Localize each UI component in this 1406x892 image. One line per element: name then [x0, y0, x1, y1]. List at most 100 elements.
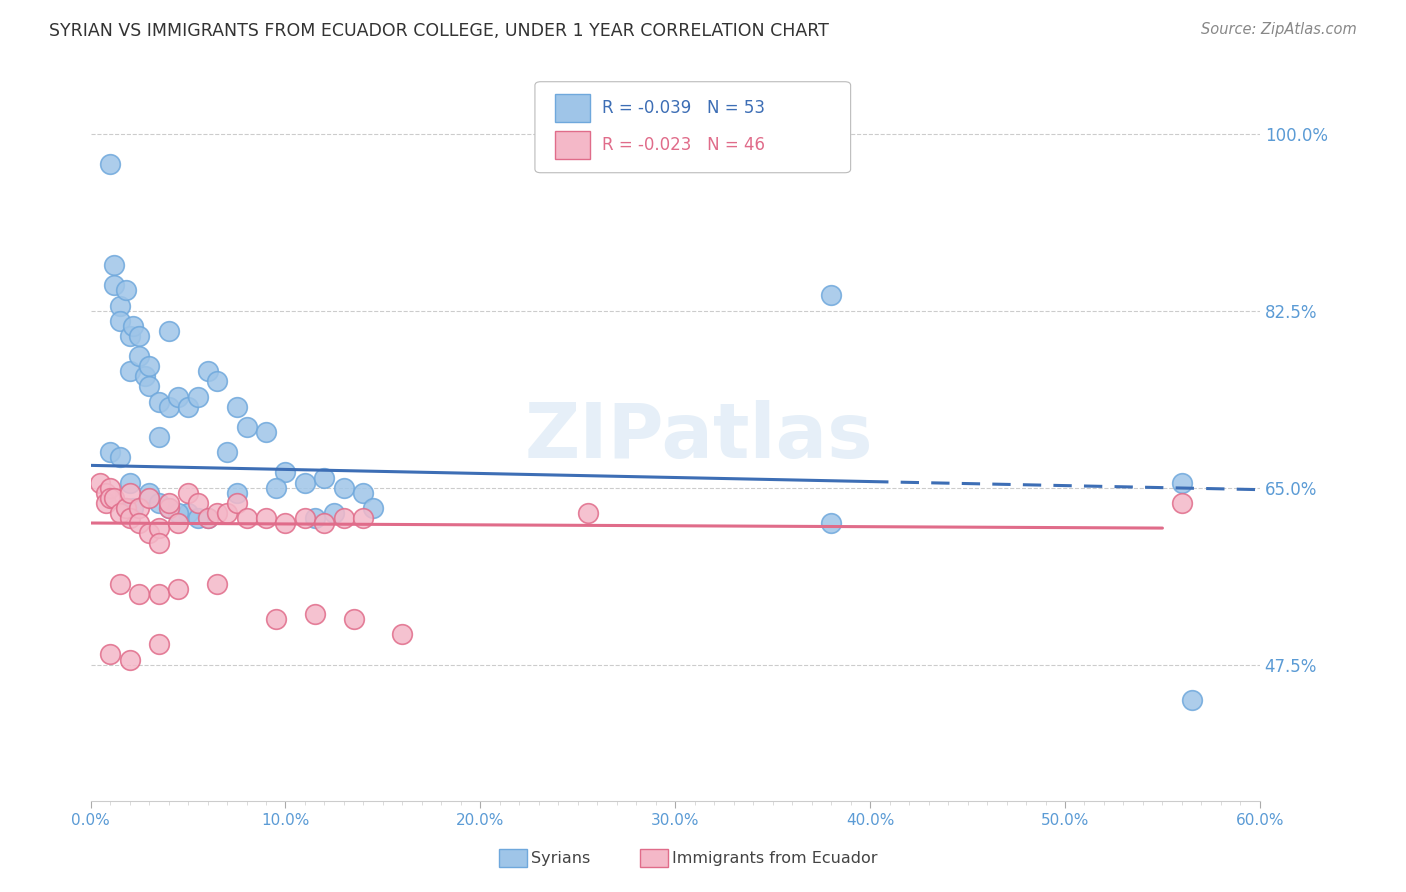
Point	[187, 511, 209, 525]
Point	[98, 481, 121, 495]
Point	[177, 400, 200, 414]
Point	[361, 500, 384, 515]
Point	[323, 506, 346, 520]
Point	[98, 648, 121, 662]
Point	[138, 485, 160, 500]
Point	[157, 500, 180, 515]
Point	[215, 506, 238, 520]
Point	[128, 516, 150, 530]
Point	[197, 511, 219, 525]
Point	[167, 506, 190, 520]
Point	[333, 511, 356, 525]
Point	[118, 485, 141, 500]
Point	[820, 516, 842, 530]
Point	[108, 450, 131, 465]
Point	[167, 516, 190, 530]
Point	[820, 288, 842, 302]
Point	[1171, 475, 1194, 490]
Text: ZIPatlas: ZIPatlas	[524, 400, 873, 474]
Point	[274, 516, 297, 530]
Point	[1171, 496, 1194, 510]
Point	[148, 637, 170, 651]
Point	[225, 496, 247, 510]
Point	[254, 511, 277, 525]
Point	[197, 511, 219, 525]
Point	[138, 526, 160, 541]
Point	[225, 485, 247, 500]
Text: Syrians: Syrians	[531, 851, 591, 865]
Point	[118, 329, 141, 343]
Point	[167, 582, 190, 596]
Point	[177, 485, 200, 500]
Point	[114, 500, 136, 515]
Point	[134, 369, 156, 384]
Point	[148, 587, 170, 601]
Point	[352, 485, 374, 500]
Point	[343, 612, 366, 626]
Point	[128, 500, 150, 515]
Point	[207, 576, 229, 591]
Point	[98, 491, 121, 505]
Text: R = -0.023   N = 46: R = -0.023 N = 46	[602, 136, 765, 154]
Point	[274, 466, 297, 480]
Point	[103, 491, 125, 505]
Point	[294, 511, 316, 525]
Point	[1181, 693, 1204, 707]
Point	[314, 516, 336, 530]
Point	[148, 521, 170, 535]
Point	[108, 314, 131, 328]
Point	[333, 481, 356, 495]
Point	[187, 496, 209, 510]
Point	[89, 475, 111, 490]
Point	[138, 359, 160, 374]
Point	[114, 500, 136, 515]
Point	[167, 390, 190, 404]
Point	[108, 299, 131, 313]
Point	[304, 511, 326, 525]
Point	[235, 511, 257, 525]
Point	[207, 375, 229, 389]
Text: SYRIAN VS IMMIGRANTS FROM ECUADOR COLLEGE, UNDER 1 YEAR CORRELATION CHART: SYRIAN VS IMMIGRANTS FROM ECUADOR COLLEG…	[49, 22, 830, 40]
Text: Source: ZipAtlas.com: Source: ZipAtlas.com	[1201, 22, 1357, 37]
Point	[352, 511, 374, 525]
Point	[148, 536, 170, 550]
Point	[157, 324, 180, 338]
Point	[264, 481, 287, 495]
Bar	[555, 131, 591, 159]
Point	[148, 430, 170, 444]
Point	[157, 496, 180, 510]
Point	[114, 284, 136, 298]
Text: R = -0.039   N = 53: R = -0.039 N = 53	[602, 99, 765, 117]
Point	[118, 364, 141, 378]
Point	[576, 506, 599, 520]
Point	[96, 496, 118, 510]
Point	[128, 329, 150, 343]
Point	[108, 506, 131, 520]
Point	[314, 470, 336, 484]
Point	[103, 258, 125, 272]
Point	[207, 506, 229, 520]
Point	[118, 652, 141, 666]
Point	[235, 420, 257, 434]
Bar	[555, 94, 591, 122]
Point	[128, 349, 150, 363]
Point	[98, 445, 121, 459]
Point	[177, 506, 200, 520]
Point	[391, 627, 413, 641]
Point	[118, 475, 141, 490]
Point	[138, 491, 160, 505]
Point	[294, 475, 316, 490]
Point	[157, 400, 180, 414]
Point	[215, 445, 238, 459]
Point	[304, 607, 326, 621]
Point	[148, 394, 170, 409]
Point	[103, 278, 125, 293]
Point	[254, 425, 277, 439]
Point	[138, 379, 160, 393]
Point	[264, 612, 287, 626]
Point	[118, 511, 141, 525]
Point	[197, 364, 219, 378]
Point	[128, 587, 150, 601]
Point	[187, 390, 209, 404]
Point	[225, 400, 247, 414]
